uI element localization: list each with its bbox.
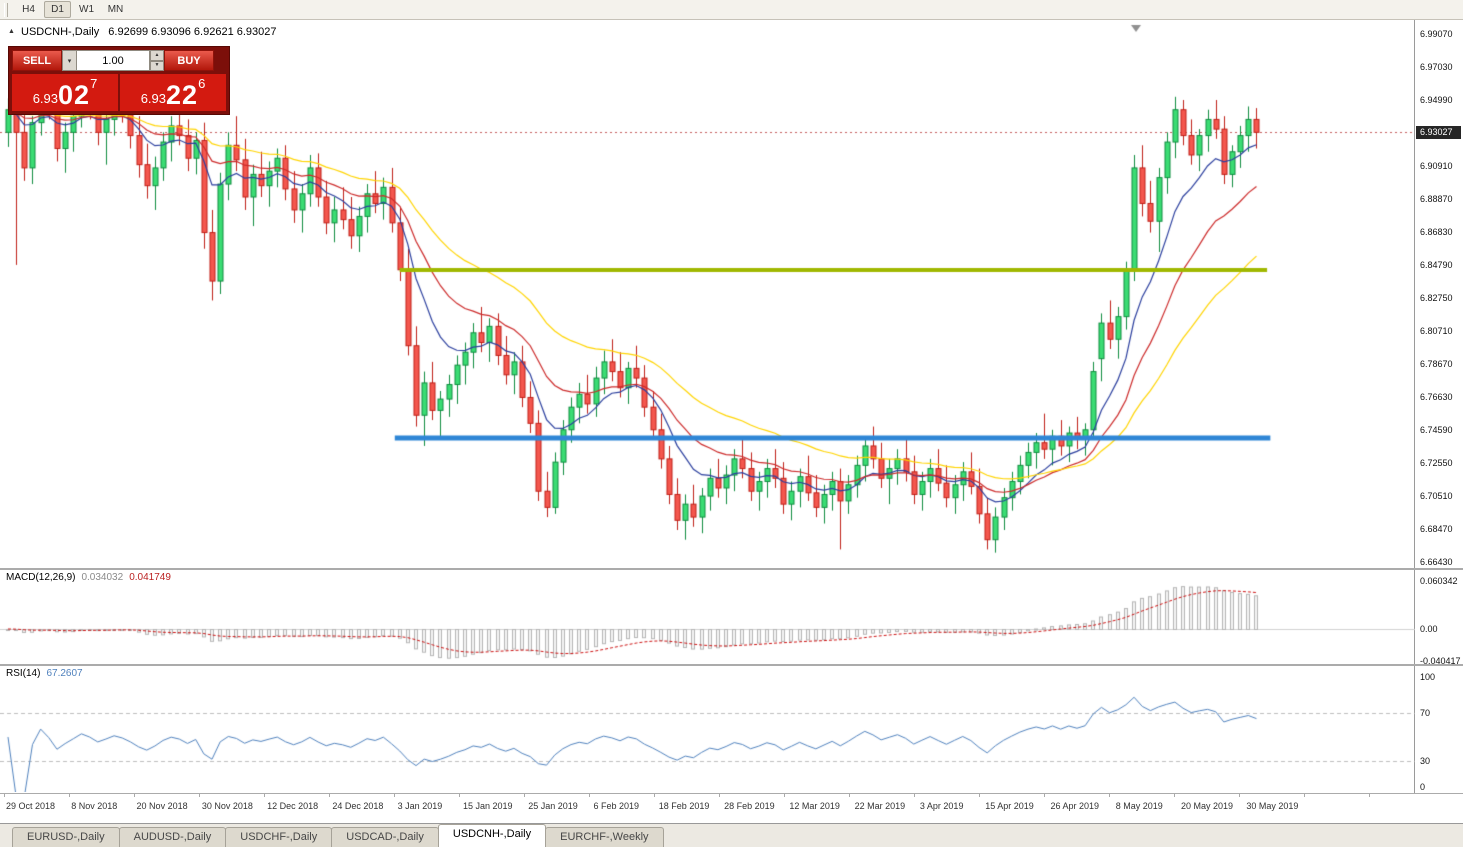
- rsi-axis-label: 70: [1420, 708, 1431, 719]
- date-axis-label: 22 Mar 2019: [854, 801, 906, 811]
- timeframe-toolbar: H4 D1 W1 MN: [0, 0, 1463, 20]
- sell-price-big: 02: [58, 80, 91, 110]
- volume-down-button[interactable]: ▼: [150, 60, 164, 71]
- rsi-indicator-canvas[interactable]: [0, 666, 1415, 792]
- price-axis-label: 6.82750: [1420, 293, 1453, 304]
- chart-tab-eurusd-daily[interactable]: EURUSD-,Daily: [12, 827, 120, 847]
- volume-spinner: ▲ ▼: [150, 50, 164, 71]
- buy-price-main: 6.93: [140, 91, 167, 106]
- macd-axis-label: 0.060342: [1420, 575, 1458, 586]
- panel-separator[interactable]: [0, 664, 1463, 666]
- date-axis[interactable]: 29 Oct 2018 8 Nov 2018 20 Nov 2018 30 Nov 2…: [0, 794, 1415, 823]
- timeframe-button-h4[interactable]: H4: [15, 1, 42, 18]
- price-axis-label: 6.97030: [1420, 62, 1453, 73]
- date-axis-label: 15 Apr 2019: [985, 801, 1034, 811]
- price-axis-label: 6.94990: [1420, 95, 1453, 106]
- chart-title-ohlc: 6.92699 6.93096 6.92621 6.93027: [108, 26, 277, 38]
- macd-value-signal: 0.041749: [129, 572, 171, 583]
- chart-tab-usdcnh-daily[interactable]: USDCNH-,Daily: [437, 824, 547, 847]
- toolbar-grip-handle[interactable]: [4, 2, 8, 17]
- volume-input[interactable]: [77, 50, 150, 71]
- date-axis-label: 3 Jan 2019: [397, 801, 443, 811]
- rsi-axis-label: 30: [1420, 756, 1431, 767]
- date-axis-label: 3 Apr 2019: [919, 801, 964, 811]
- date-axis-label: 28 Feb 2019: [724, 801, 775, 811]
- panel-separator[interactable]: [0, 568, 1463, 570]
- date-axis-label: 6 Feb 2019: [593, 801, 640, 811]
- sell-button[interactable]: SELL: [12, 50, 62, 71]
- date-axis-label: 29 Oct 2018: [6, 801, 56, 811]
- chart-panel: ▲ USDCNH-,Daily 6.92699 6.93096 6.92621 …: [0, 20, 1415, 823]
- price-axis-label: 6.99070: [1420, 29, 1453, 40]
- buy-price-sup: 6: [198, 76, 206, 91]
- sell-price-main: 6.93: [32, 91, 59, 106]
- rsi-value: 67.2607: [46, 668, 83, 679]
- rsi-axis-label: 100: [1420, 672, 1436, 683]
- chart-title: ▲ USDCNH-,Daily 6.92699 6.93096 6.92621 …: [8, 26, 277, 38]
- date-axis-label: 24 Dec 2018: [332, 801, 384, 811]
- rsi-label: RSI(14) 67.2607: [6, 668, 83, 679]
- timeframe-button-w1[interactable]: W1: [73, 1, 100, 18]
- date-axis-label: 30 May 2019: [1246, 801, 1299, 811]
- macd-axis-label: -0.040417: [1420, 656, 1461, 667]
- date-axis-label: 26 Apr 2019: [1050, 801, 1100, 811]
- sell-price-display[interactable]: 6.93 02 7: [12, 74, 118, 111]
- macd-axis-label: 0.00: [1420, 623, 1438, 634]
- volume-dropdown-button[interactable]: ▾: [62, 50, 77, 71]
- date-axis-label: 8 Nov 2018: [71, 801, 118, 811]
- price-axis[interactable]: 6.93027 6.990706.970306.949906.929506.90…: [1415, 20, 1463, 823]
- price-axis-label: 6.80710: [1420, 326, 1453, 337]
- buy-price-display[interactable]: 6.93 22 6: [120, 74, 226, 111]
- date-axis-label: 25 Jan 2019: [528, 801, 578, 811]
- panel-separator: [0, 793, 1463, 794]
- sell-price-sup: 7: [90, 76, 98, 91]
- date-axis-label: 20 May 2019: [1181, 801, 1234, 811]
- rsi-name: RSI(14): [6, 668, 41, 679]
- buy-price-big: 22: [166, 80, 199, 110]
- chart-symbol-icon: ▲: [8, 28, 15, 35]
- price-axis-label: 6.88870: [1420, 194, 1453, 205]
- macd-indicator-canvas[interactable]: [0, 570, 1415, 664]
- macd-name: MACD(12,26,9): [6, 572, 76, 583]
- date-axis-label: 30 Nov 2018: [201, 801, 253, 811]
- chart-tab-audusd-daily[interactable]: AUDUSD-,Daily: [118, 827, 227, 847]
- price-axis-label: 6.76630: [1420, 391, 1453, 402]
- chart-tab-eurchf-weekly[interactable]: EURCHF-,Weekly: [545, 827, 664, 847]
- one-click-trading-panel: SELL ▾ ▲ ▼ BUY 6.93 02 7 6.93 22 6: [8, 46, 230, 115]
- price-axis-label: 6.78670: [1420, 358, 1453, 369]
- date-axis-label: 12 Dec 2018: [267, 801, 319, 811]
- chart-tab-usdcad-daily[interactable]: USDCAD-,Daily: [331, 827, 439, 847]
- timeframe-button-d1[interactable]: D1: [44, 1, 71, 18]
- volume-up-button[interactable]: ▲: [150, 50, 164, 61]
- macd-label: MACD(12,26,9) 0.034032 0.041749: [6, 572, 171, 583]
- chart-tab-usdchf-daily[interactable]: USDCHF-,Daily: [225, 827, 333, 847]
- price-axis-label: 6.84790: [1420, 260, 1453, 271]
- date-axis-label: 20 Nov 2018: [136, 801, 188, 811]
- price-axis-label: 6.72550: [1420, 457, 1453, 468]
- date-axis-label: 8 May 2019: [1115, 801, 1163, 811]
- price-axis-label: 6.70510: [1420, 490, 1453, 501]
- chart-tab-bar: EURUSD-,Daily AUDUSD-,Daily USDCHF-,Daily U…: [0, 823, 1463, 847]
- buy-button[interactable]: BUY: [164, 50, 214, 71]
- date-axis-label: 18 Feb 2019: [658, 801, 710, 811]
- price-axis-label: 6.66430: [1420, 556, 1453, 567]
- price-axis-label: 6.86830: [1420, 227, 1453, 238]
- price-axis-label: 6.74590: [1420, 424, 1453, 435]
- price-chart-canvas[interactable]: [0, 20, 1415, 568]
- macd-value-main: 0.034032: [81, 572, 124, 583]
- current-price-badge: 6.93027: [1416, 125, 1461, 139]
- rsi-axis-label: 0: [1420, 782, 1426, 792]
- chart-title-symbol: USDCNH-,Daily: [21, 26, 100, 38]
- date-axis-label: 15 Jan 2019: [462, 801, 513, 811]
- date-axis-label: 12 Mar 2019: [789, 801, 840, 811]
- timeframe-button-mn[interactable]: MN: [102, 1, 129, 18]
- price-axis-label: 6.68470: [1420, 523, 1453, 534]
- price-axis-label: 6.90910: [1420, 161, 1453, 172]
- chart-window: ▲ USDCNH-,Daily 6.92699 6.93096 6.92621 …: [0, 20, 1463, 823]
